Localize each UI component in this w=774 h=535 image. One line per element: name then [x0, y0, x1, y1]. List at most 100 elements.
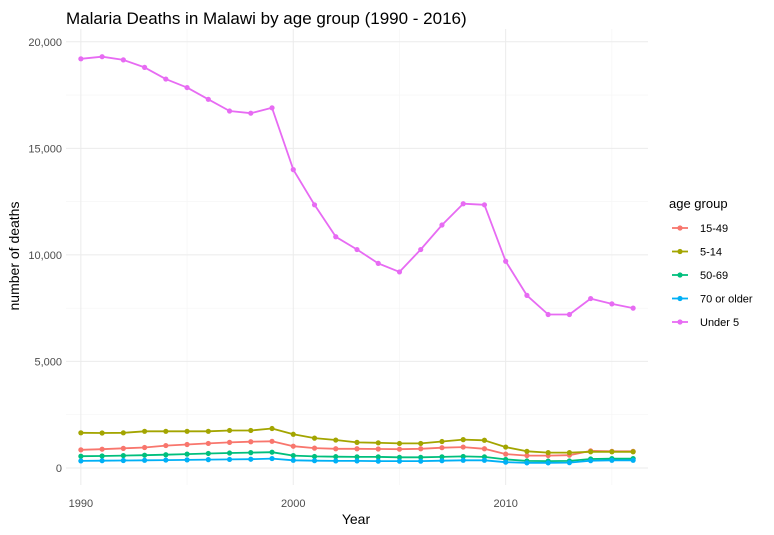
- legend-key-point: [677, 319, 683, 325]
- legend: age group 15-49 5-14 50-69 70 or older Under…: [669, 196, 753, 329]
- y-tick-label: 0: [56, 463, 62, 475]
- data-point-under-5: [375, 260, 381, 266]
- data-point-under-5: [524, 292, 530, 298]
- data-point-under-5: [588, 295, 594, 302]
- data-point-under-5: [78, 56, 84, 62]
- series-70-or-older: [78, 455, 636, 466]
- data-point-50-69: [269, 449, 275, 455]
- data-point-5-14: [503, 444, 509, 450]
- data-point-5-14: [630, 449, 636, 455]
- series-line-under-5: [80, 55, 634, 316]
- data-point-70-or-older: [630, 457, 636, 463]
- data-point-50-69: [460, 453, 466, 460]
- data-point-under-5: [630, 305, 636, 311]
- data-point-70-or-older: [354, 458, 360, 464]
- data-point-15-49: [78, 447, 84, 453]
- data-point-under-5: [609, 301, 615, 307]
- data-point-15-49: [205, 440, 211, 447]
- legend-key-point: [677, 295, 683, 302]
- data-point-5-14: [609, 449, 615, 455]
- y-axis-ticks: 0 5,000 10,000 15,000 20,000: [28, 37, 62, 475]
- data-point-50-69: [311, 453, 318, 460]
- data-point-under-5: [290, 167, 296, 173]
- data-point-15-49: [269, 438, 275, 444]
- data-point-70-or-older: [439, 458, 445, 464]
- data-point-15-49: [396, 446, 403, 452]
- data-point-70-or-older: [588, 458, 594, 464]
- data-point-70-or-older: [503, 459, 509, 465]
- data-point-50-69: [439, 454, 445, 460]
- legend-item-under-5: Under 5: [672, 317, 739, 329]
- data-point-15-49: [503, 451, 509, 457]
- y-tick-label: 5,000: [34, 356, 62, 368]
- x-axis-title: Year: [342, 511, 371, 527]
- data-point-70-or-older: [418, 458, 424, 464]
- data-point-5-14: [290, 431, 296, 437]
- legend-label: 5-14: [700, 247, 722, 259]
- data-point-5-14: [78, 430, 84, 436]
- legend-title: age group: [669, 196, 728, 211]
- data-point-50-69: [226, 450, 233, 456]
- legend-key-point: [677, 248, 683, 255]
- legend-label: 15-49: [700, 223, 728, 235]
- data-point-under-5: [503, 258, 509, 264]
- data-point-70-or-older: [99, 458, 105, 464]
- data-point-50-69: [99, 453, 105, 459]
- data-point-under-5: [439, 222, 445, 228]
- data-point-15-49: [99, 446, 105, 452]
- data-point-under-5: [418, 246, 424, 253]
- data-point-70-or-older: [311, 458, 318, 464]
- data-point-5-14: [375, 440, 381, 446]
- data-point-50-69: [418, 454, 424, 460]
- data-point-50-69: [354, 454, 360, 460]
- data-point-70-or-older: [226, 456, 233, 463]
- data-point-15-49: [163, 442, 169, 449]
- series-5-14: [78, 425, 636, 456]
- data-point-under-5: [566, 311, 573, 318]
- data-point-70-or-older: [269, 455, 275, 462]
- data-point-under-5: [545, 311, 551, 318]
- data-point-5-14: [120, 430, 126, 436]
- data-point-under-5: [120, 57, 126, 63]
- data-point-50-69: [333, 454, 339, 460]
- data-point-15-49: [141, 444, 148, 451]
- data-point-70-or-older: [120, 457, 126, 464]
- data-point-15-49: [226, 439, 233, 445]
- data-point-5-14: [524, 448, 530, 454]
- data-point-5-14: [184, 428, 190, 434]
- data-point-5-14: [226, 427, 233, 434]
- data-point-5-14: [333, 437, 339, 443]
- data-point-50-69: [78, 453, 84, 459]
- data-point-under-5: [163, 76, 169, 82]
- data-point-under-5: [99, 54, 105, 60]
- data-point-70-or-older: [205, 457, 211, 463]
- legend-item-70-or-older: 70 or older: [672, 294, 753, 306]
- data-point-5-14: [481, 437, 488, 443]
- x-axis-ticks: 1990 2000 2010: [69, 498, 518, 510]
- data-point-under-5: [481, 202, 488, 208]
- legend-key-point: [677, 225, 683, 231]
- data-point-5-14: [163, 428, 169, 434]
- data-point-5-14: [566, 450, 573, 456]
- data-point-under-5: [248, 110, 254, 116]
- data-point-50-69: [248, 450, 254, 456]
- data-point-5-14: [311, 435, 318, 441]
- legend-item-5-14: 5-14: [672, 247, 722, 259]
- data-point-under-5: [354, 246, 360, 253]
- legend-label: 50-69: [700, 270, 728, 282]
- data-point-15-49: [333, 446, 339, 452]
- data-point-50-69: [184, 451, 190, 457]
- chart-title: Malaria Deaths in Malawi by age group (1…: [66, 9, 467, 28]
- data-point-5-14: [545, 450, 551, 456]
- data-point-70-or-older: [609, 457, 615, 463]
- legend-label: Under 5: [700, 317, 739, 329]
- x-tick-label: 2010: [493, 498, 517, 510]
- data-point-15-49: [311, 445, 318, 451]
- y-tick-label: 10,000: [28, 250, 62, 262]
- legend-key-point: [677, 272, 683, 278]
- data-point-50-69: [396, 454, 403, 460]
- data-point-under-5: [460, 201, 466, 207]
- data-point-5-14: [460, 437, 466, 443]
- data-point-50-69: [290, 452, 296, 459]
